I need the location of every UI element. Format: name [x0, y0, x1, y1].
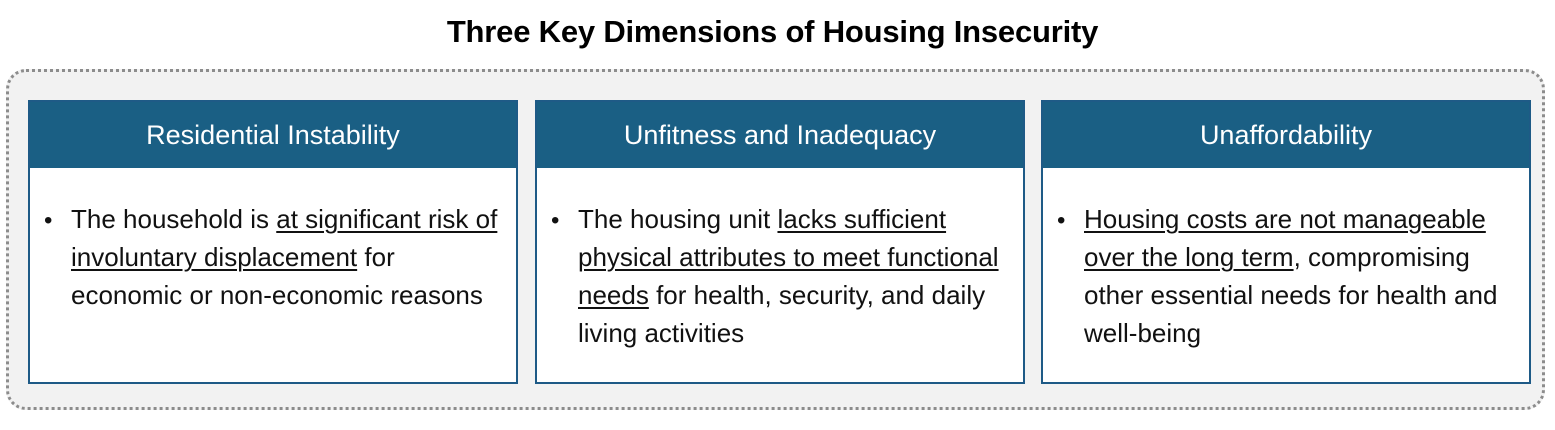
- text-before: The housing unit: [578, 204, 778, 234]
- card-header: Unfitness and Inadequacy: [537, 102, 1023, 168]
- text-after: for economic or non-economic reasons: [71, 242, 483, 310]
- text-underlined: lacks sufficient physical attributes to …: [578, 204, 999, 310]
- text-underlined: at significant risk of involuntary displ…: [71, 204, 498, 272]
- card-unaffordability: Unaffordability • Housing costs are not …: [1041, 100, 1531, 384]
- bullet-icon: •: [551, 207, 560, 234]
- bullet-icon: •: [44, 207, 53, 234]
- card-description: The housing unit lacks sufficient physic…: [578, 200, 1009, 352]
- card-description: The household is at significant risk of …: [71, 200, 502, 314]
- card-header: Unaffordability: [1043, 102, 1529, 168]
- card-unfitness-inadequacy: Unfitness and Inadequacy • The housing u…: [535, 100, 1025, 384]
- card-body: • The housing unit lacks sufficient phys…: [537, 168, 1023, 352]
- bullet-icon: •: [1057, 207, 1066, 234]
- text-underlined: Housing costs are not manageable over th…: [1084, 204, 1486, 272]
- card-description: Housing costs are not manageable over th…: [1084, 200, 1515, 352]
- diagram-title: Three Key Dimensions of Housing Insecuri…: [446, 14, 1099, 49]
- card-body: • The household is at significant risk o…: [30, 168, 516, 314]
- card-header: Residential Instability: [30, 102, 516, 168]
- text-after: , compromising other essential needs for…: [1084, 242, 1498, 348]
- text-before: The household is: [71, 204, 277, 234]
- card-residential-instability: Residential Instability • The household …: [28, 100, 518, 384]
- text-after: for health, security, and daily living a…: [578, 280, 986, 348]
- card-body: • Housing costs are not manageable over …: [1043, 168, 1529, 352]
